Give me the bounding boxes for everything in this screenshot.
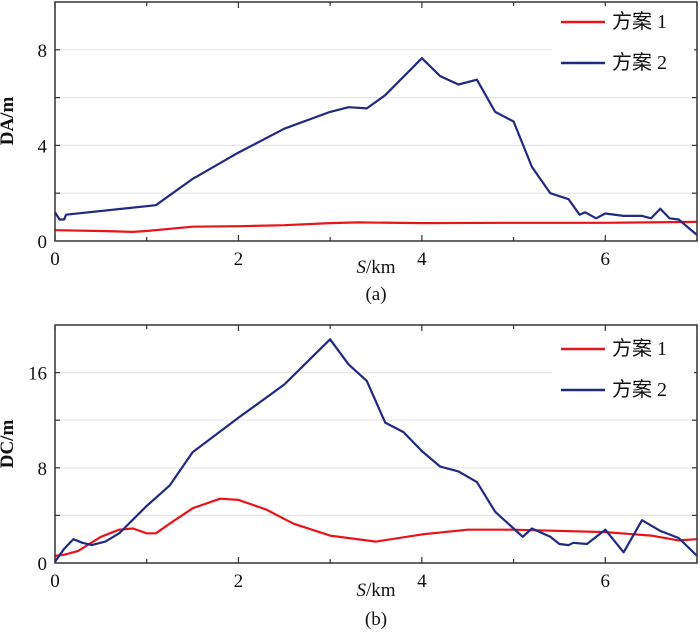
plot-frame — [54, 324, 698, 564]
x-tick-label: 4 — [417, 571, 427, 592]
x-tick-label: 6 — [601, 249, 611, 270]
y-axis-label: DA/m — [0, 97, 18, 146]
legend-label-1: 方案 1 — [612, 337, 667, 360]
legend-background — [552, 333, 694, 416]
y-tick-label: 0 — [38, 232, 48, 253]
x-tick-label: 4 — [417, 249, 427, 270]
y-tick-label: 0 — [38, 554, 48, 575]
series-line-1 — [54, 497, 698, 557]
x-axis-label-unit: /km — [366, 580, 396, 601]
series-line-1 — [54, 220, 698, 233]
chart-panel-b: 0 2 4 6 0 8 16 DC/m S/km (b) 方案 1 方案 2 — [0, 324, 698, 630]
y-tick-label: 8 — [38, 41, 48, 62]
chart-panel-a: 0 2 4 6 0 4 8 DA/m S/km (a) 方案 1 方案 2 — [0, 1, 698, 305]
x-axis-label-variable: S — [356, 257, 366, 278]
x-tick-label: 2 — [234, 249, 244, 270]
series-line-2 — [54, 57, 698, 236]
x-axis-label: S/km — [356, 257, 395, 278]
legend-label-2: 方案 2 — [612, 378, 667, 401]
x-tick-label: 6 — [601, 571, 611, 592]
legend: 方案 1 方案 2 — [552, 333, 694, 416]
y-tick-label: 4 — [38, 136, 48, 157]
legend-label-1: 方案 1 — [612, 10, 667, 33]
x-axis-label-unit: /km — [366, 257, 396, 278]
x-tick-label: 0 — [50, 571, 60, 592]
x-tick-label: 0 — [50, 249, 60, 270]
series-line-2 — [54, 338, 698, 563]
legend-label-2: 方案 2 — [612, 51, 667, 74]
y-tick-label: 16 — [28, 364, 47, 385]
x-axis-label-variable: S — [356, 580, 366, 601]
y-axis-label: DC/m — [0, 420, 18, 469]
legend: 方案 1 方案 2 — [552, 6, 694, 89]
panel-label: (b) — [365, 609, 387, 630]
plot-frame — [54, 1, 698, 242]
panel-label: (a) — [365, 284, 386, 305]
x-tick-label: 2 — [234, 571, 244, 592]
legend-background — [552, 6, 694, 89]
x-axis-label: S/km — [356, 580, 395, 601]
y-tick-label: 8 — [38, 459, 48, 480]
